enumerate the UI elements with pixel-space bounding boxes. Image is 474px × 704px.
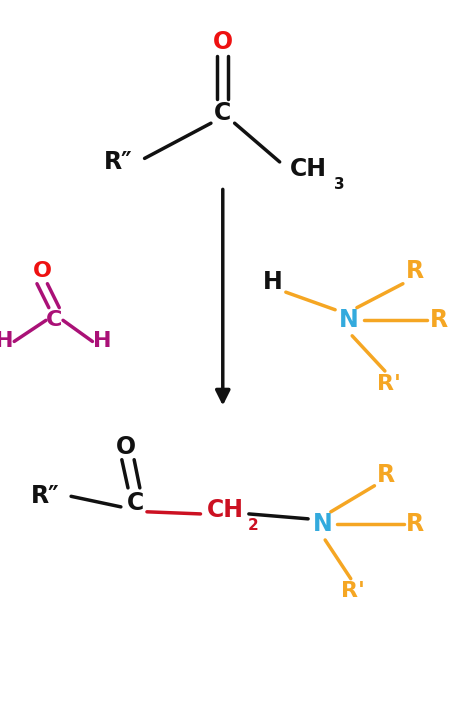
Text: H: H	[92, 332, 111, 351]
Text: R″: R″	[31, 484, 59, 508]
Text: O: O	[33, 261, 52, 281]
Text: O: O	[213, 30, 233, 54]
Text: O: O	[116, 435, 136, 459]
Text: R: R	[406, 513, 424, 536]
Text: C: C	[46, 310, 63, 330]
Text: CH: CH	[290, 157, 327, 181]
Text: R: R	[406, 259, 424, 283]
Text: R: R	[377, 463, 395, 487]
Text: 3: 3	[334, 177, 344, 192]
Text: R″: R″	[104, 150, 133, 174]
Text: R: R	[429, 308, 447, 332]
Text: CH: CH	[207, 498, 244, 522]
Text: H: H	[0, 332, 14, 351]
Text: C: C	[214, 101, 231, 125]
Text: N: N	[338, 308, 358, 332]
Text: C: C	[127, 491, 144, 515]
Text: 2: 2	[248, 518, 259, 534]
Text: N: N	[312, 513, 332, 536]
Text: R': R'	[341, 582, 365, 601]
Text: R': R'	[377, 374, 401, 394]
Text: H: H	[263, 270, 283, 294]
